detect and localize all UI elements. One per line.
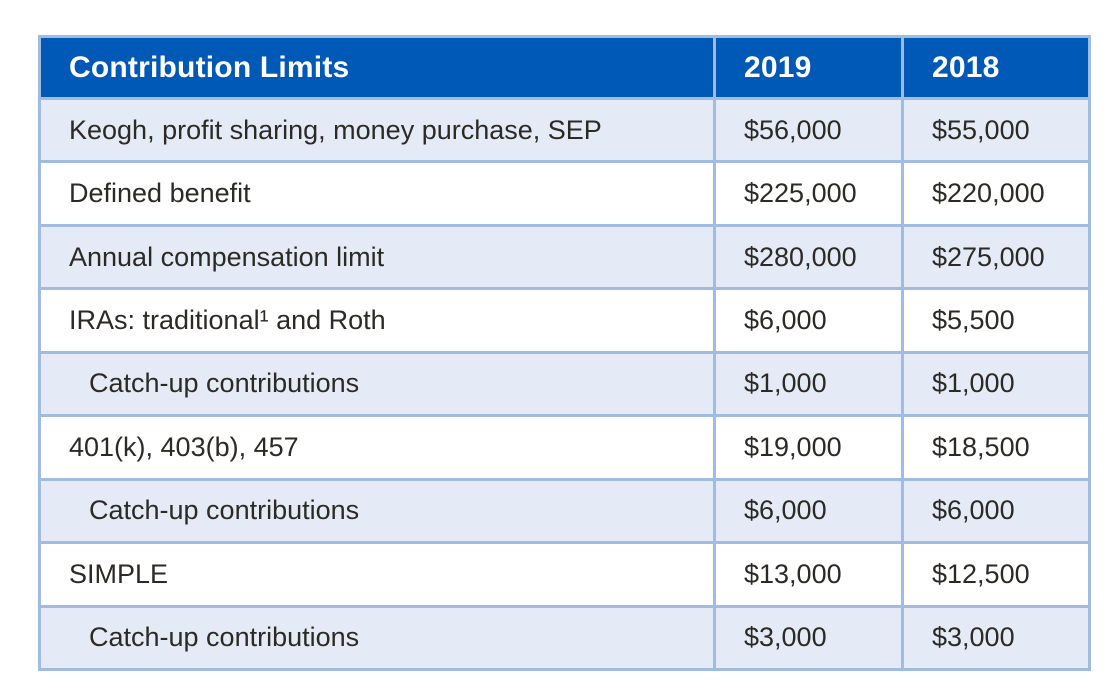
row-label: Annual compensation limit bbox=[38, 223, 716, 291]
header-col-2019: 2019 bbox=[713, 35, 904, 100]
value-2018: $18,500 bbox=[901, 414, 1091, 481]
value-2018: $3,000 bbox=[901, 604, 1091, 671]
table-row-simple: SIMPLE $13,000 $12,500 bbox=[38, 541, 1091, 608]
table-row-simple-catch-up: Catch-up contributions $3,000 $3,000 bbox=[38, 604, 1091, 671]
table-row-iras: IRAs: traditional¹ and Roth $6,000 $5,50… bbox=[38, 287, 1091, 354]
row-label: Catch-up contributions bbox=[38, 477, 716, 545]
value-2019: $6,000 bbox=[713, 287, 904, 354]
header-title: Contribution Limits bbox=[38, 35, 716, 100]
value-2018: $12,500 bbox=[901, 541, 1091, 608]
value-2018: $220,000 bbox=[901, 160, 1091, 227]
table-row-keogh: Keogh, profit sharing, money purchase, S… bbox=[38, 96, 1091, 164]
row-label: Catch-up contributions bbox=[38, 350, 716, 418]
row-label: IRAs: traditional¹ and Roth bbox=[38, 287, 716, 354]
value-2018: $6,000 bbox=[901, 477, 1091, 545]
row-label: SIMPLE bbox=[38, 541, 716, 608]
table-header: Contribution Limits 2019 2018 bbox=[38, 35, 1091, 100]
value-2019: $13,000 bbox=[713, 541, 904, 608]
value-2019: $3,000 bbox=[713, 604, 904, 671]
table-row-401k: 401(k), 403(b), 457 $19,000 $18,500 bbox=[38, 414, 1091, 481]
value-2019: $1,000 bbox=[713, 350, 904, 418]
row-label: Defined benefit bbox=[38, 160, 716, 227]
value-2018: $275,000 bbox=[901, 223, 1091, 291]
value-2018: $1,000 bbox=[901, 350, 1091, 418]
value-2019: $6,000 bbox=[713, 477, 904, 545]
value-2019: $280,000 bbox=[713, 223, 904, 291]
value-2019: $19,000 bbox=[713, 414, 904, 481]
value-2018: $5,500 bbox=[901, 287, 1091, 354]
contribution-limits-table: Contribution Limits 2019 2018 Keogh, pro… bbox=[38, 35, 1091, 671]
table-row-defined-benefit: Defined benefit $225,000 $220,000 bbox=[38, 160, 1091, 227]
table-row-ira-catch-up: Catch-up contributions $1,000 $1,000 bbox=[38, 350, 1091, 418]
table-row-401k-catch-up: Catch-up contributions $6,000 $6,000 bbox=[38, 477, 1091, 545]
row-label: Catch-up contributions bbox=[38, 604, 716, 671]
table-row-annual-compensation: Annual compensation limit $280,000 $275,… bbox=[38, 223, 1091, 291]
value-2018: $55,000 bbox=[901, 96, 1091, 164]
header-row: Contribution Limits 2019 2018 bbox=[38, 35, 1091, 100]
value-2019: $56,000 bbox=[713, 96, 904, 164]
table-body: Keogh, profit sharing, money purchase, S… bbox=[38, 96, 1091, 671]
value-2019: $225,000 bbox=[713, 160, 904, 227]
row-label: 401(k), 403(b), 457 bbox=[38, 414, 716, 481]
row-label: Keogh, profit sharing, money purchase, S… bbox=[38, 96, 716, 164]
header-col-2018: 2018 bbox=[901, 35, 1091, 100]
